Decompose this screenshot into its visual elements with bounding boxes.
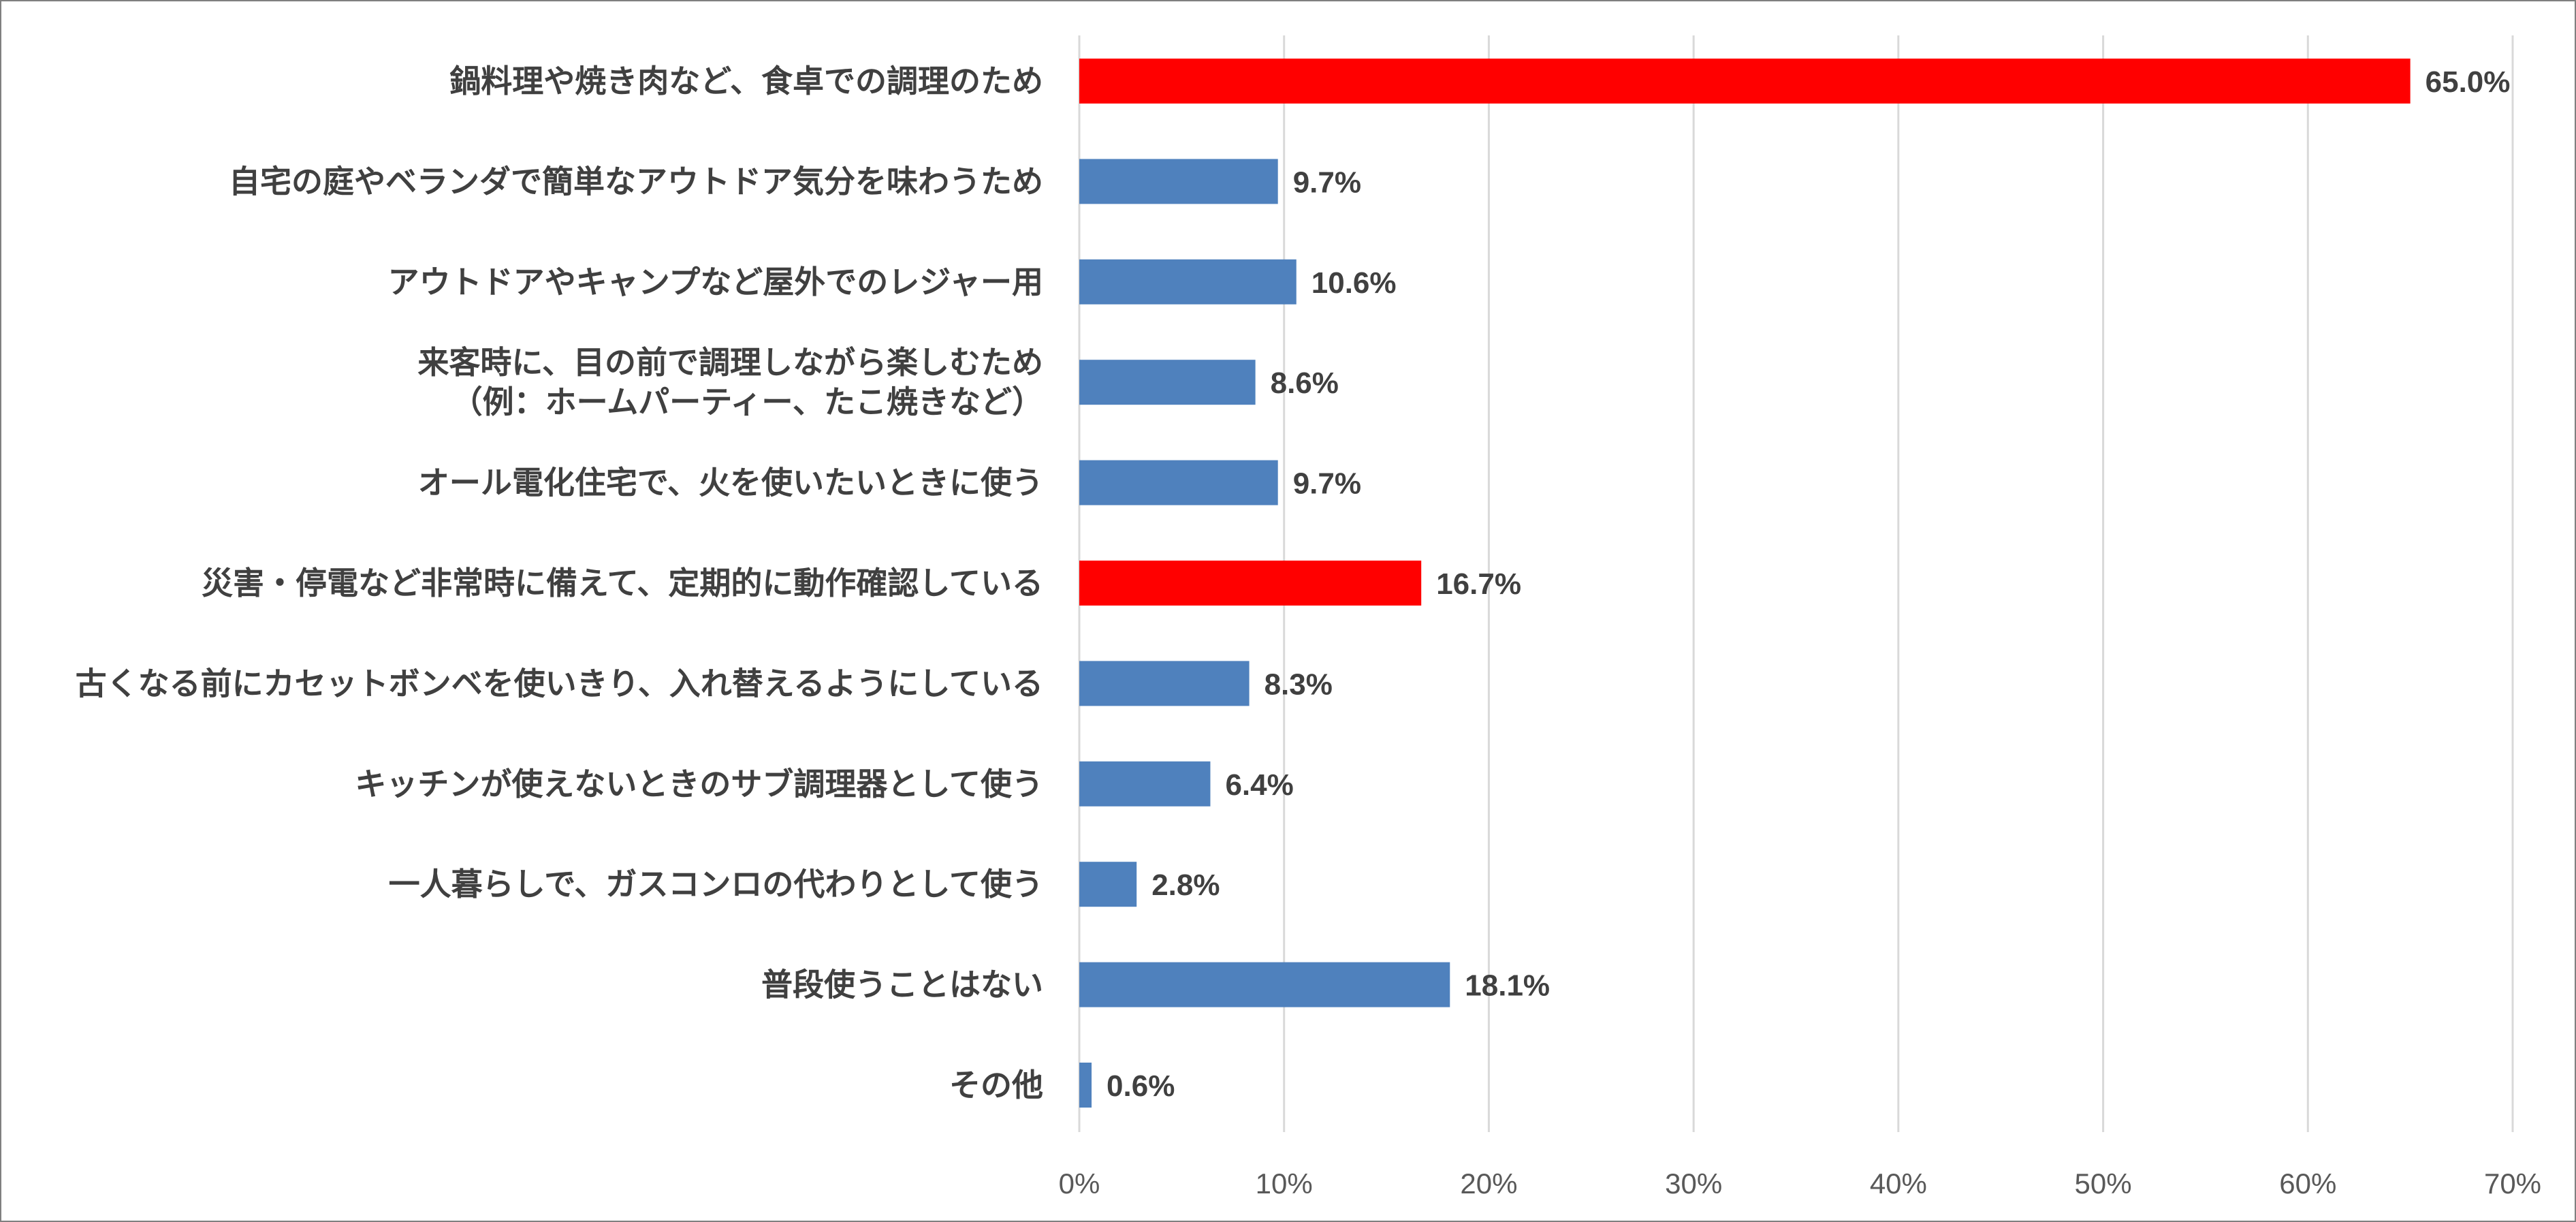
category-label: 古くなる前にカセットボンベを使いきり、入れ替えるようにしている bbox=[76, 665, 1043, 702]
data-label: 9.7% bbox=[1293, 467, 1361, 501]
bar bbox=[1079, 259, 1297, 304]
category-label: （例：ホームパーティー、たこ焼きなど） bbox=[451, 383, 1043, 420]
category-label: その他 bbox=[949, 1067, 1043, 1103]
x-tick-label: 30% bbox=[1665, 1168, 1722, 1200]
data-labels: 65.0% 9.7% 10.6% 8.6% 9.7% 16.7% 8.3% 6.4% 2.8% 1… bbox=[1107, 65, 2510, 1103]
x-tick-label: 40% bbox=[1870, 1168, 1927, 1200]
category-label: 来客時に、目の前で調理しながら楽しむため bbox=[417, 344, 1043, 381]
data-label: 65.0% bbox=[2426, 65, 2511, 99]
bar bbox=[1079, 59, 2411, 104]
category-labels: 鍋料理や焼き肉など、食卓での調理のため自宅の庭やベランダで簡単なアウトドア気分を… bbox=[76, 63, 1043, 1103]
bar bbox=[1079, 761, 1211, 806]
gridlines bbox=[1078, 35, 2514, 1132]
category-label: キッチンが使えないときのサブ調理器として使う bbox=[355, 766, 1043, 802]
bar bbox=[1079, 360, 1256, 405]
x-tick-label: 70% bbox=[2484, 1168, 2541, 1200]
bar bbox=[1079, 460, 1278, 505]
x-tick-label: 0% bbox=[1059, 1168, 1100, 1200]
x-tick-label: 50% bbox=[2075, 1168, 2132, 1200]
x-tick-label: 10% bbox=[1256, 1168, 1313, 1200]
category-label: オール電化住宅で、火を使いたいときに使う bbox=[418, 465, 1043, 501]
data-label: 9.7% bbox=[1293, 166, 1361, 199]
data-label: 10.6% bbox=[1311, 266, 1397, 300]
data-label: 18.1% bbox=[1465, 969, 1550, 1003]
x-tick-label: 20% bbox=[1460, 1168, 1517, 1200]
category-label: 自宅の庭やベランダで簡単なアウトドア気分を味わうため bbox=[229, 163, 1043, 200]
data-label: 8.6% bbox=[1271, 366, 1339, 400]
data-label: 16.7% bbox=[1436, 567, 1521, 601]
bar bbox=[1079, 561, 1422, 606]
bar bbox=[1079, 661, 1250, 706]
bars bbox=[1079, 59, 2411, 1108]
data-label: 6.4% bbox=[1225, 768, 1293, 802]
bar bbox=[1079, 862, 1137, 907]
bar bbox=[1079, 962, 1450, 1007]
category-label: 一人暮らしで、ガスコンロの代わりとして使う bbox=[389, 866, 1043, 903]
category-label: アウトドアやキャンプなど屋外でのレジャー用 bbox=[388, 264, 1043, 300]
data-label: 8.3% bbox=[1265, 668, 1333, 701]
x-tick-label: 60% bbox=[2279, 1168, 2336, 1200]
bar bbox=[1079, 1063, 1092, 1108]
x-axis-ticks: 0% 10% 20% 30% 40% 50% 60% 70% bbox=[1059, 1168, 2541, 1200]
category-label: 災害・停電など非常時に備えて、定期的に動作確認している bbox=[202, 565, 1043, 601]
data-label: 2.8% bbox=[1151, 868, 1220, 902]
category-label: 普段使うことはない bbox=[761, 967, 1043, 1003]
category-label: 鍋料理や焼き肉など、食卓での調理のため bbox=[449, 63, 1043, 99]
data-label: 0.6% bbox=[1107, 1069, 1175, 1103]
bar bbox=[1079, 159, 1278, 204]
